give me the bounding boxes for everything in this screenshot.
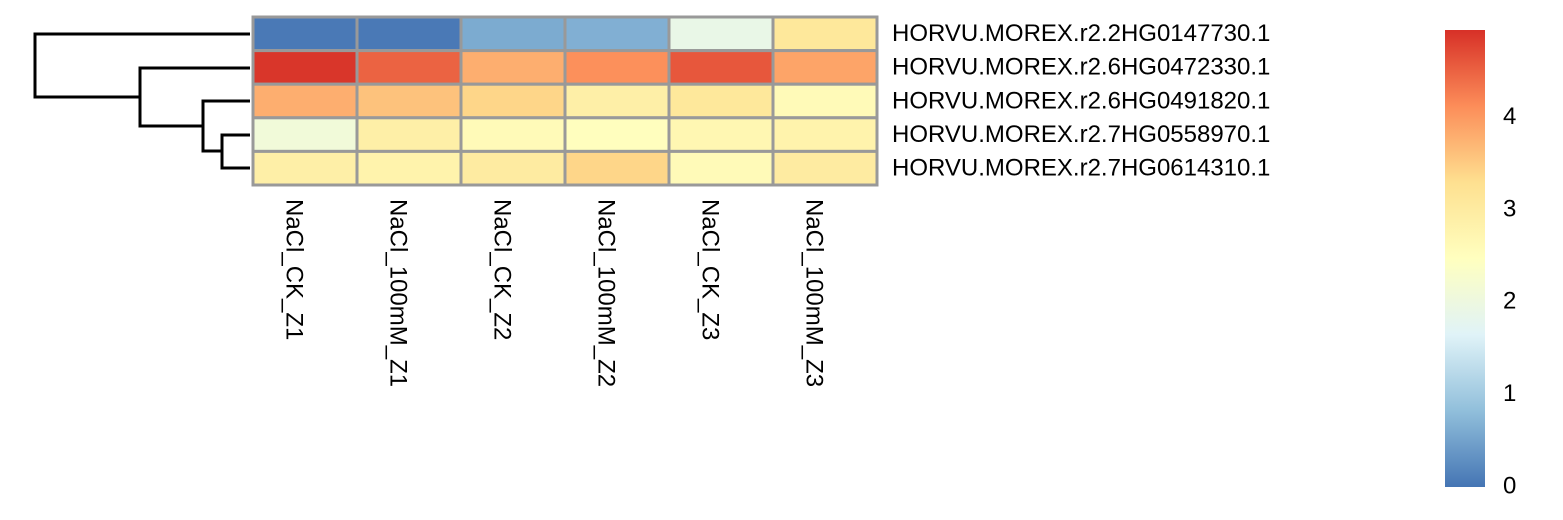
colorbar <box>1445 30 1485 487</box>
column-label: NaCl_100mM_Z2 <box>593 199 620 387</box>
column-label: NaCl_100mM_Z3 <box>801 199 828 387</box>
heatmap-cell <box>355 116 463 153</box>
heatmap-cell <box>355 49 463 86</box>
heatmap-cell <box>667 82 775 120</box>
heatmap-cell <box>771 15 879 53</box>
row-label: HORVU.MOREX.r2.7HG0614310.1 <box>892 155 1270 182</box>
heatmap-cell <box>771 149 879 187</box>
heatmap-cell <box>459 15 567 53</box>
heatmap-cell <box>355 82 463 120</box>
heatmap-cell <box>251 82 359 120</box>
heatmap-cell <box>667 49 775 86</box>
column-label: NaCl_CK_Z3 <box>697 199 724 340</box>
heatmap-cell <box>771 49 879 86</box>
heatmap-cell <box>771 116 879 153</box>
heatmap-cell <box>771 82 879 120</box>
heatmap-cell <box>563 49 671 86</box>
row-label: HORVU.MOREX.r2.6HG0491820.1 <box>892 87 1270 114</box>
row-label: HORVU.MOREX.r2.7HG0558970.1 <box>892 121 1270 148</box>
colorbar-tick-label: 2 <box>1503 288 1516 315</box>
row-label: HORVU.MOREX.r2.2HG0147730.1 <box>892 20 1270 47</box>
heatmap-cell <box>251 116 359 153</box>
heatmap-cell <box>667 149 775 187</box>
colorbar-tick-label: 0 <box>1503 472 1516 499</box>
column-label: NaCl_CK_Z1 <box>281 199 308 340</box>
heatmap-cell <box>563 116 671 153</box>
heatmap-cell <box>459 149 567 187</box>
heatmap-cell <box>667 15 775 53</box>
column-label: NaCl_100mM_Z1 <box>385 199 412 387</box>
colorbar-tick-label: 3 <box>1503 195 1516 222</box>
colorbar-tick-label: 4 <box>1503 103 1516 130</box>
heatmap-cell <box>563 82 671 120</box>
column-label: NaCl_CK_Z2 <box>489 199 516 340</box>
heatmap-cell <box>563 15 671 53</box>
row-label: HORVU.MOREX.r2.6HG0472330.1 <box>892 54 1270 81</box>
heatmap-cell <box>355 149 463 187</box>
heatmap-cell <box>251 49 359 86</box>
heatmap-cell <box>459 49 567 86</box>
heatmap-cell <box>251 15 359 53</box>
heatmap-cell <box>459 116 567 153</box>
heatmap-cell <box>563 149 671 187</box>
heatmap-cell <box>667 116 775 153</box>
colorbar-tick-label: 1 <box>1503 380 1516 407</box>
dendrogram <box>33 32 250 170</box>
heatmap-cell <box>251 149 359 187</box>
heatmap-cell <box>459 82 567 120</box>
heatmap-cell <box>355 15 463 53</box>
